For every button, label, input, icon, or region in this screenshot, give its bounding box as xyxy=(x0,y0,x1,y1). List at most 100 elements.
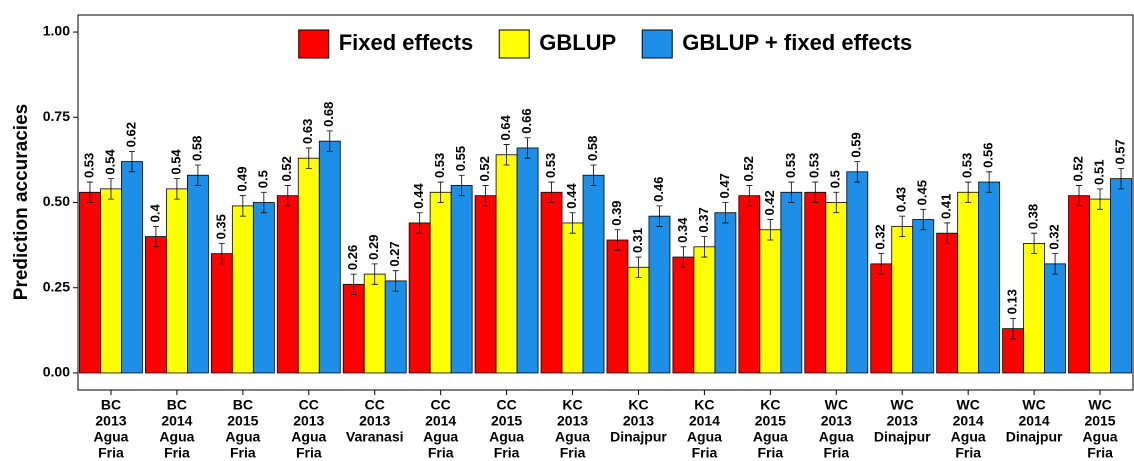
data-label: 0.52 xyxy=(279,156,294,181)
x-tick-label: WC xyxy=(891,397,914,413)
x-tick-label: 2014 xyxy=(425,413,456,429)
data-label: 0.68 xyxy=(321,102,336,127)
error-bar xyxy=(482,185,489,207)
bar xyxy=(516,147,539,374)
x-tick-label: Fria xyxy=(296,445,322,461)
x-tick-label: Agua xyxy=(819,429,854,445)
error-bar xyxy=(767,219,774,241)
x-tick-label: 2013 xyxy=(557,413,588,429)
data-label: 0.58 xyxy=(189,136,204,161)
x-tick-label: Agua xyxy=(951,429,986,445)
x-tick-label: Agua xyxy=(687,429,722,445)
bar xyxy=(978,181,1001,374)
x-tick-label: WC xyxy=(1088,397,1111,413)
error-bar xyxy=(326,130,333,152)
data-label: 0.31 xyxy=(630,228,645,253)
bar xyxy=(121,161,143,374)
x-tick-label: CC xyxy=(365,397,385,413)
legend-swatch xyxy=(641,29,673,59)
error-bar xyxy=(152,225,159,248)
bar xyxy=(231,205,254,374)
data-label: 0.55 xyxy=(453,146,468,171)
x-tick-label: Fria xyxy=(494,445,520,461)
data-label: 0.57 xyxy=(1112,139,1127,164)
legend-label: GBLUP xyxy=(539,30,616,55)
error-bar xyxy=(350,273,357,295)
x-tick-label: CC xyxy=(431,397,451,413)
error-bar xyxy=(107,178,114,200)
data-label: 0.54 xyxy=(102,149,117,175)
bar xyxy=(1068,195,1090,374)
error-bar xyxy=(173,178,180,200)
bar xyxy=(891,225,914,374)
x-tick-label: 2013 xyxy=(293,413,324,429)
bar xyxy=(252,202,275,374)
error-bar xyxy=(86,181,93,203)
error-bar xyxy=(965,181,972,203)
error-bar xyxy=(944,222,951,244)
data-label: 0.44 xyxy=(411,183,426,209)
x-tick-label: Fria xyxy=(428,445,454,461)
data-label: 0.44 xyxy=(564,183,579,209)
data-label: 0.32 xyxy=(873,224,888,249)
x-tick-label: Agua xyxy=(291,429,326,445)
x-tick-label: Fria xyxy=(1087,445,1113,461)
data-label: 0.53 xyxy=(807,153,822,178)
legend-swatch xyxy=(298,29,330,59)
error-bar xyxy=(458,174,465,197)
data-label: 0.29 xyxy=(366,235,381,260)
bar xyxy=(825,202,848,374)
x-tick-label: 2015 xyxy=(227,413,258,429)
data-label: 0.39 xyxy=(609,200,624,225)
x-tick-label: 2013 xyxy=(887,413,918,429)
y-axis-label: Prediction accuracies xyxy=(11,104,32,300)
error-bar xyxy=(284,185,291,207)
x-tick-label: Dinajpur xyxy=(874,429,931,445)
x-tick-label: 2013 xyxy=(95,413,126,429)
error-bar xyxy=(548,181,555,203)
x-tick-label: Agua xyxy=(753,429,788,445)
bar xyxy=(166,188,188,374)
data-label: 0.53 xyxy=(543,153,558,178)
legend-label: Fixed effects xyxy=(339,30,474,55)
x-tick-label: 2013 xyxy=(359,413,390,429)
error-bar xyxy=(920,208,927,231)
data-label: 0.53 xyxy=(783,153,798,178)
data-label: 0.54 xyxy=(168,149,183,175)
data-label: 0.58 xyxy=(585,136,600,161)
error-bar xyxy=(503,144,510,166)
error-bar xyxy=(1097,188,1104,210)
data-label: 0.52 xyxy=(477,156,492,181)
x-tick-label: Fria xyxy=(823,445,849,461)
data-label: 0.52 xyxy=(1070,156,1085,181)
x-tick-label: Agua xyxy=(225,429,260,445)
data-label: 0.4 xyxy=(147,204,162,223)
data-label: 0.32 xyxy=(1047,224,1062,249)
error-bar xyxy=(1010,318,1017,340)
error-bar xyxy=(218,243,225,265)
error-bar xyxy=(746,185,753,207)
error-bar xyxy=(878,253,885,275)
x-tick-label: Fria xyxy=(560,445,586,461)
bar xyxy=(450,185,473,374)
x-tick-label: Varanasi xyxy=(346,429,404,445)
data-label: 0.66 xyxy=(519,108,534,133)
bar xyxy=(738,195,761,374)
bar xyxy=(606,239,629,374)
y-tick-label: 0.75 xyxy=(43,108,70,124)
error-bar xyxy=(722,202,729,224)
x-tick-label: WC xyxy=(1022,397,1045,413)
x-tick-label: Agua xyxy=(489,429,524,445)
data-label: 0.52 xyxy=(741,156,756,181)
bar xyxy=(384,280,407,374)
data-label: 0.43 xyxy=(894,187,909,212)
error-bar xyxy=(812,181,819,203)
bar xyxy=(297,157,320,374)
data-label: 0.56 xyxy=(981,143,996,168)
x-tick-label: Dinajpur xyxy=(1006,429,1063,445)
bar xyxy=(495,154,518,374)
x-tick-label: Fria xyxy=(955,445,981,461)
bar xyxy=(582,174,605,374)
data-label: 0.46 xyxy=(651,177,666,202)
